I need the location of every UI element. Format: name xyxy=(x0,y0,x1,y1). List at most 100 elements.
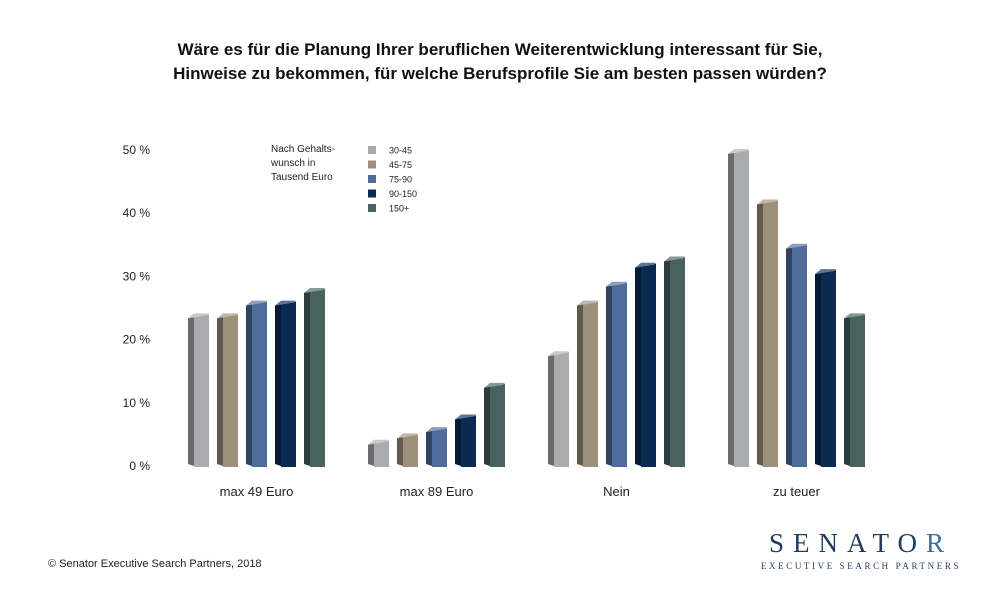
bar-1-3 xyxy=(455,414,476,467)
bar-1-2 xyxy=(426,427,447,467)
bar-side xyxy=(246,301,252,466)
legend-swatch-2 xyxy=(368,175,376,183)
bar-face xyxy=(374,440,389,467)
bar-top xyxy=(786,243,807,249)
bar-side xyxy=(757,200,763,466)
bar-2-2 xyxy=(606,281,627,467)
bar-side xyxy=(728,150,734,466)
bar-top xyxy=(275,300,296,306)
y-tick-label-5: 50 % xyxy=(123,143,151,157)
bar-top xyxy=(664,256,685,262)
bar-side xyxy=(304,289,310,466)
bar-face xyxy=(763,200,778,467)
bar-side xyxy=(786,244,792,466)
bar-1-4 xyxy=(484,382,505,467)
legend-label-1: 45-75 xyxy=(389,160,412,170)
bar-1-0 xyxy=(368,439,389,467)
bar-face xyxy=(670,257,685,467)
chart-title: Wäre es für die Planung Ihrer berufliche… xyxy=(0,38,1000,86)
bar-3-0 xyxy=(728,149,749,467)
bar-face xyxy=(281,301,296,467)
bar-0-3 xyxy=(275,300,296,467)
bar-side xyxy=(844,314,850,466)
bar-top xyxy=(728,149,749,154)
bar-side xyxy=(577,301,583,466)
bar-2-3 xyxy=(635,262,656,467)
bar-group-1 xyxy=(368,382,505,467)
bar-top xyxy=(635,262,656,268)
logo-wordmark-end: R xyxy=(926,528,954,558)
legend-swatch-3 xyxy=(368,189,376,198)
chart-title-line-1: Wäre es für die Planung Ihrer berufliche… xyxy=(177,40,823,59)
bar-2-1 xyxy=(577,300,598,467)
bar-side xyxy=(664,257,670,466)
bar-face xyxy=(583,301,598,467)
bar-top xyxy=(548,351,569,357)
bar-top xyxy=(606,281,627,287)
bar-top xyxy=(246,300,267,306)
bar-side xyxy=(455,415,461,466)
legend-label-0: 30-45 xyxy=(389,146,412,156)
legend: Nach Gehalts-wunsch in Tausend Euro 30-45 4… xyxy=(270,144,417,214)
bar-face xyxy=(490,383,505,467)
bar-side xyxy=(275,301,281,466)
bar-side xyxy=(548,352,554,466)
bar-top xyxy=(217,313,238,319)
bar-top xyxy=(484,382,505,388)
legend-label-4: 150+ xyxy=(389,204,409,214)
bar-group-0 xyxy=(188,288,325,467)
bar-3-1 xyxy=(757,199,778,467)
category-label-1: max 89 Euro xyxy=(400,484,474,499)
y-tick-label-4: 40 % xyxy=(123,206,151,220)
x-axis: max 49 Euro max 89 Euro Nein zu teuer xyxy=(220,484,821,499)
logo-wordmark-main: SENATO xyxy=(768,528,926,558)
bar-0-2 xyxy=(246,300,267,467)
logo-tagline: EXECUTIVE SEARCH PARTNERS xyxy=(760,561,962,571)
bar-side xyxy=(426,428,432,466)
bar-0-4 xyxy=(304,288,325,467)
y-tick-label-3: 30 % xyxy=(123,269,151,283)
bar-face xyxy=(612,282,627,467)
bar-3-2 xyxy=(786,243,807,467)
bar-group-3 xyxy=(728,149,865,467)
bar-0-0 xyxy=(188,313,209,467)
bar-face xyxy=(310,289,325,467)
legend-title-line-0: Nach Gehalts- xyxy=(271,144,335,155)
bar-face xyxy=(403,434,418,467)
bar-side xyxy=(217,314,223,466)
bar-face xyxy=(792,244,807,467)
bar-face xyxy=(252,301,267,467)
bar-2-4 xyxy=(664,256,685,467)
legend-swatch-4 xyxy=(368,204,376,212)
legend-label-3: 90-150 xyxy=(389,189,417,199)
category-label-0: max 49 Euro xyxy=(220,484,294,499)
y-tick-label-0: 0 % xyxy=(129,459,150,473)
bar-side xyxy=(397,434,403,466)
legend-swatch-0 xyxy=(368,146,376,154)
y-tick-label-1: 10 % xyxy=(123,396,151,410)
bar-top xyxy=(188,313,209,319)
bar-face xyxy=(194,314,209,467)
legend-title-line-1: wunsch in xyxy=(270,158,315,169)
bar-face xyxy=(461,415,476,467)
senator-logo: SENATOR EXECUTIVE SEARCH PARTNERS xyxy=(746,528,976,571)
bar-face xyxy=(850,314,865,467)
bar-top xyxy=(815,269,836,275)
category-label-2: Nein xyxy=(603,484,630,499)
bar-side xyxy=(606,282,612,466)
legend-swatch-1 xyxy=(368,160,376,169)
bar-side xyxy=(635,263,641,466)
chart-title-line-2: Hinweise zu bekommen, für welche Berufsp… xyxy=(173,64,827,83)
bar-face xyxy=(641,263,656,467)
bar-side xyxy=(815,270,821,466)
bar-group-2 xyxy=(548,256,685,467)
bar-3-3 xyxy=(815,269,836,467)
legend-label-2: 75-90 xyxy=(389,175,412,185)
bar-0-1 xyxy=(217,313,238,467)
bar-top xyxy=(577,300,598,306)
bar-side xyxy=(368,440,374,466)
bar-top xyxy=(757,199,778,205)
bar-face xyxy=(554,352,569,467)
y-tick-label-2: 20 % xyxy=(123,333,151,347)
